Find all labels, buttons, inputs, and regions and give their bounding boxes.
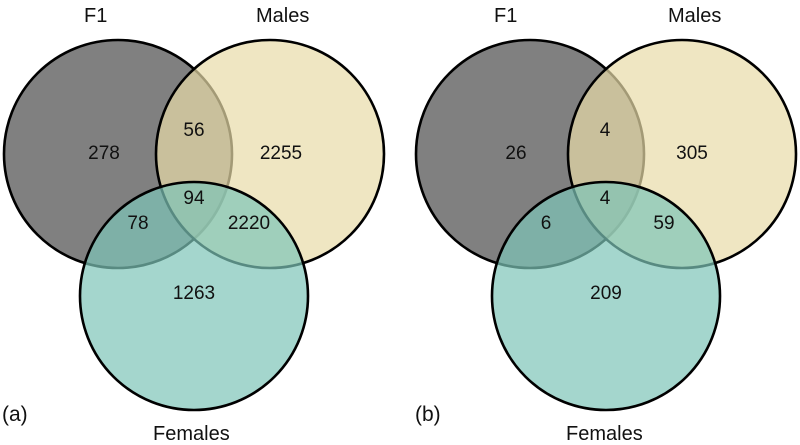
- males-set-label: Males: [668, 5, 721, 27]
- count-males-females: 2220: [228, 213, 270, 234]
- count-f1-females: 78: [127, 213, 148, 234]
- panel-caption: (b): [415, 403, 441, 426]
- f1-set-label: F1: [494, 5, 517, 27]
- count-f1-only: 278: [88, 143, 120, 164]
- f1-set-label: F1: [84, 5, 107, 27]
- count-all-three: 94: [183, 188, 205, 209]
- count-females-only: 1263: [173, 283, 215, 304]
- count-f1-only: 26: [505, 143, 526, 164]
- females-set-circle: [490, 180, 722, 412]
- females-set-label: Females: [153, 423, 230, 445]
- count-f1-females: 6: [541, 213, 552, 234]
- count-f1-males: 56: [183, 120, 204, 141]
- females-set-circle: [78, 180, 310, 412]
- count-f1-males: 4: [600, 120, 611, 141]
- panel-caption: (a): [2, 403, 28, 426]
- count-females-only: 209: [590, 283, 622, 304]
- count-all-three: 4: [600, 188, 611, 209]
- venn-panel-b: F1 Males Females 26 4 305 6 4 59 209 (b): [414, 5, 798, 445]
- count-males-females: 59: [653, 213, 674, 234]
- males-set-label: Males: [256, 5, 309, 27]
- count-males-only: 2255: [260, 143, 302, 164]
- venn-panel-a: F1 Males Females 278 56 2255 78 94 2220 …: [2, 5, 386, 445]
- count-males-only: 305: [676, 143, 708, 164]
- females-set-label: Females: [566, 423, 643, 445]
